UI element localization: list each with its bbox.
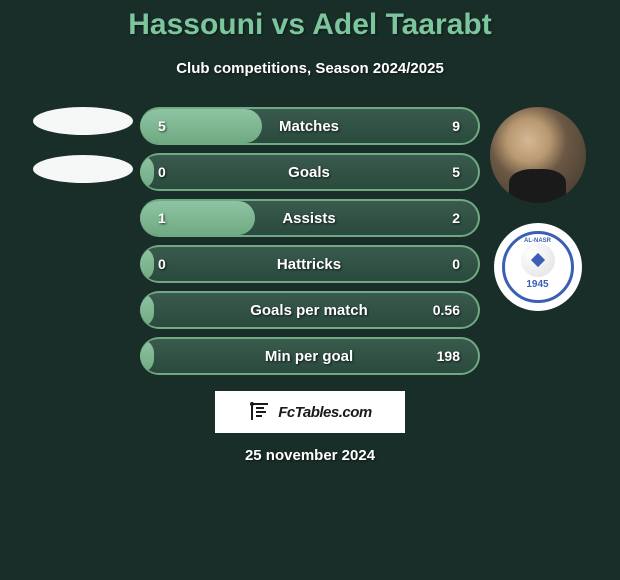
stat-right-value: 9: [452, 118, 460, 134]
stat-label: Matches: [279, 118, 339, 135]
main-row: 5 Matches 9 0 Goals 5 1 Assists 2 0 Hattricks 0 Goal…: [0, 107, 620, 375]
club-badge-year: 1945: [526, 279, 548, 290]
player2-club-badge: AL-NASR 1945: [494, 223, 582, 311]
comparison-card: Hassouni vs Adel Taarabt Club competitio…: [0, 0, 620, 580]
stat-bar-matches: 5 Matches 9: [140, 107, 480, 145]
stat-fill: [140, 155, 154, 189]
source-badge: FcTables.com: [215, 391, 405, 433]
stat-bar-assists: 1 Assists 2: [140, 199, 480, 237]
stat-right-value: 2: [452, 210, 460, 226]
stat-bar-hattricks: 0 Hattricks 0: [140, 245, 480, 283]
stat-right-value: 0: [452, 256, 460, 272]
stat-bar-min-per-goal: Min per goal 198: [140, 337, 480, 375]
club-badge-inner: AL-NASR 1945: [502, 231, 574, 303]
stat-left-value: 1: [158, 210, 166, 226]
football-icon: [521, 243, 555, 277]
stat-fill: [140, 247, 154, 281]
player1-club-placeholder: [33, 155, 133, 183]
player1-photo-placeholder: [33, 107, 133, 135]
right-player-column: AL-NASR 1945: [480, 107, 595, 311]
source-name: FcTables.com: [278, 404, 371, 421]
stat-label: Goals: [288, 164, 330, 181]
page-subtitle: Club competitions, Season 2024/2025: [176, 60, 444, 77]
stat-bar-goals: 0 Goals 5: [140, 153, 480, 191]
stat-bar-goals-per-match: Goals per match 0.56: [140, 291, 480, 329]
fctables-logo-icon: [248, 400, 272, 424]
stat-right-value: 0.56: [433, 302, 460, 318]
player2-photo: [490, 107, 586, 203]
stat-left-value: 0: [158, 256, 166, 272]
stat-label: Hattricks: [277, 256, 341, 273]
stat-fill: [140, 293, 154, 327]
stat-label: Goals per match: [250, 302, 368, 319]
stat-label: Assists: [282, 210, 335, 227]
page-title: Hassouni vs Adel Taarabt: [128, 8, 491, 42]
stat-right-value: 5: [452, 164, 460, 180]
stat-label: Min per goal: [265, 348, 353, 365]
stat-right-value: 198: [437, 348, 460, 364]
left-player-column: [25, 107, 140, 183]
stat-left-value: 0: [158, 164, 166, 180]
stat-left-value: 5: [158, 118, 166, 134]
stat-fill: [140, 339, 154, 373]
comparison-date: 25 november 2024: [245, 447, 375, 464]
stats-column: 5 Matches 9 0 Goals 5 1 Assists 2 0 Hattricks 0 Goal…: [140, 107, 480, 375]
